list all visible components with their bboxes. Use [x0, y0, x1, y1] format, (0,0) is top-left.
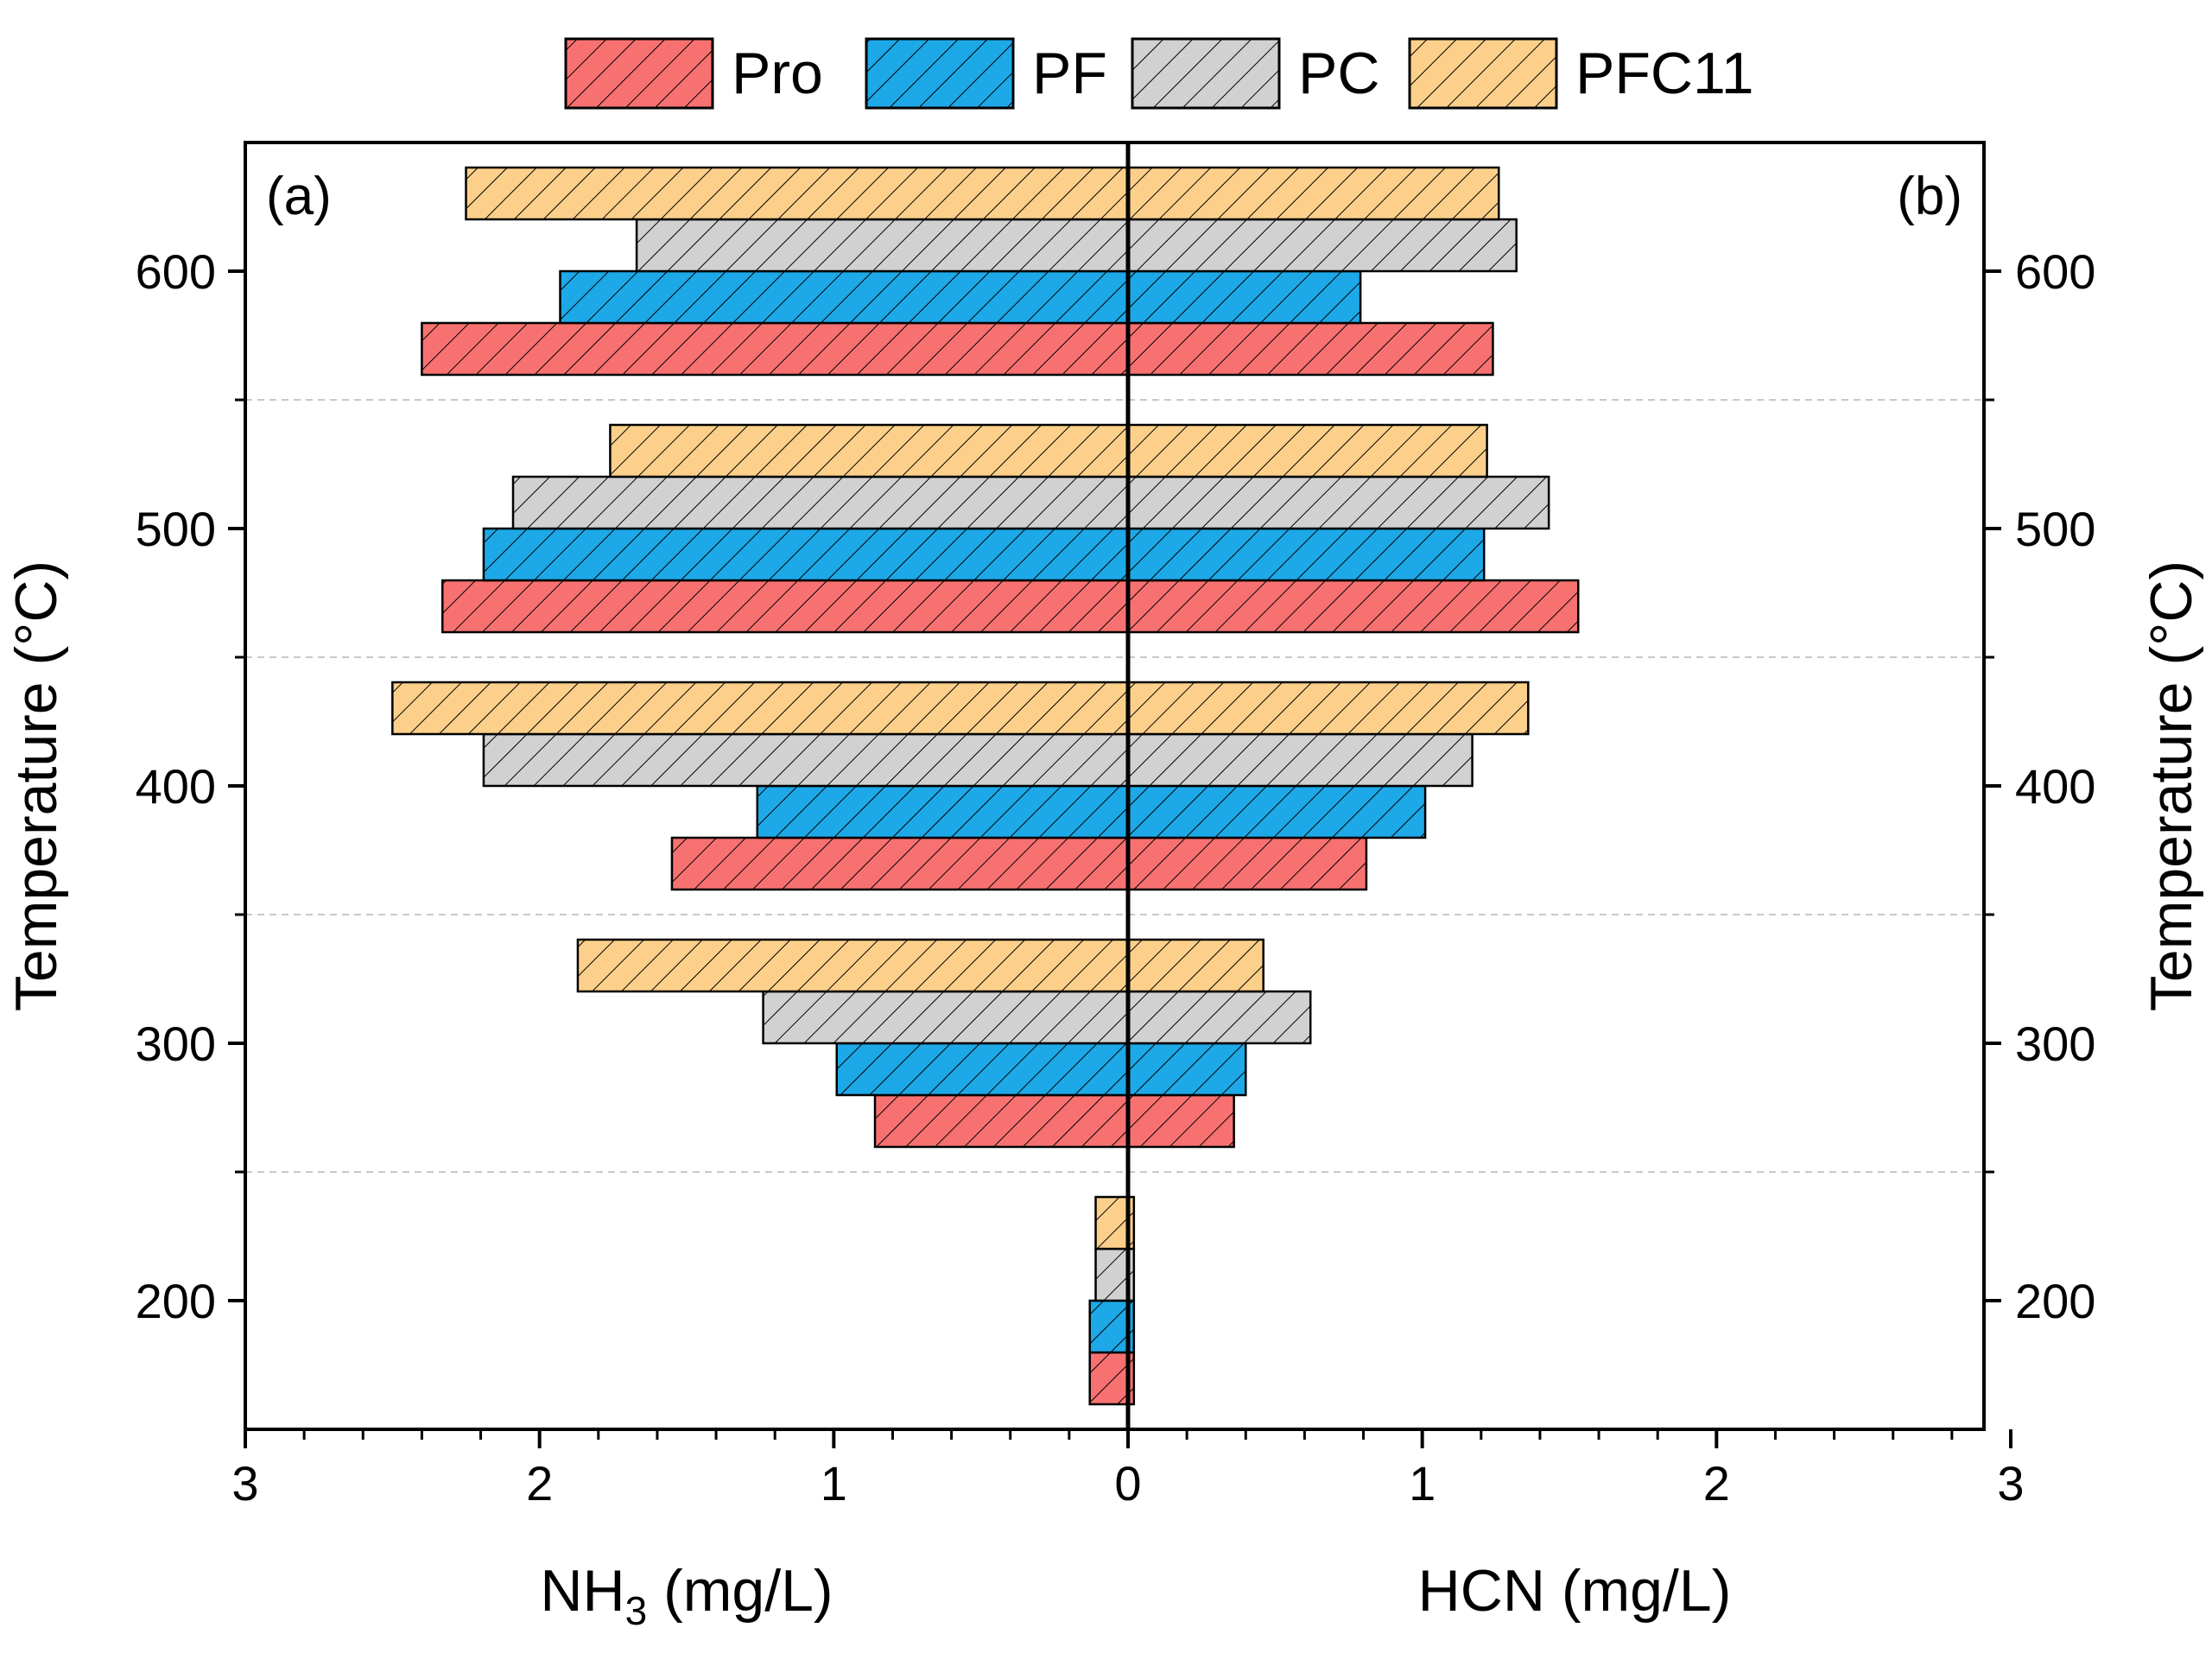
bar-nh3-pro-200	[1088, 1351, 1130, 1406]
x-tick-label-hcn: 1	[1409, 1456, 1436, 1510]
panel-label-b: (b)	[1897, 167, 1962, 226]
bars	[391, 166, 1580, 1406]
y-tick-label-left: 600	[136, 244, 216, 299]
bar-hcn-pf-400	[1126, 784, 1427, 839]
bar-hcn-pc-500	[1126, 475, 1550, 530]
y-tick-label-right: 600	[2015, 244, 2095, 299]
bar-hcn-pf-500	[1126, 527, 1486, 582]
y-tick-label-left: 400	[136, 759, 216, 814]
bar-hcn-pc-400	[1126, 732, 1474, 788]
x-tick-label-nh3: 2	[526, 1456, 553, 1510]
x-tick-label-hcn: 3	[1997, 1456, 2024, 1510]
bar-nh3-pfc11-200	[1094, 1195, 1130, 1251]
x-tick-label-nh3: 1	[821, 1456, 847, 1510]
y-tick-label-left: 500	[136, 502, 216, 556]
nh3-label-unit: (mg/L)	[647, 1558, 833, 1624]
legend-swatch-pf	[865, 37, 1015, 110]
x-axis-label-nh3: NH3 (mg/L)	[540, 1558, 833, 1633]
bar-nh3-pfc11-300	[576, 938, 1130, 993]
bar-hcn-pro-300	[1126, 1093, 1235, 1149]
nh3-label-main: NH	[540, 1558, 624, 1624]
legend-label-pc: PC	[1298, 41, 1379, 106]
nh3-label-sub: 3	[625, 1588, 648, 1633]
ticks: 200 200 300 300 400 400 500 500 600 600 3 2 1 0 1 2 3	[136, 244, 2096, 1510]
bar-nh3-pro-300	[873, 1093, 1130, 1149]
bar-hcn-pro-600	[1126, 321, 1494, 377]
left-y-axis-label: Temperature (°C)	[3, 560, 69, 1011]
bar-nh3-pf-600	[559, 269, 1130, 325]
bar-nh3-pc-500	[511, 475, 1130, 530]
bar-nh3-pf-500	[482, 527, 1130, 582]
y-tick-label-right: 400	[2015, 759, 2095, 814]
bar-nh3-pf-300	[835, 1042, 1130, 1097]
bar-nh3-pc-300	[762, 990, 1130, 1045]
bar-hcn-pro-500	[1126, 579, 1580, 634]
y-tick-label-right: 500	[2015, 502, 2095, 556]
bar-nh3-pf-400	[756, 784, 1130, 839]
bar-nh3-pc-400	[482, 732, 1130, 788]
legend-swatch-pfc11	[1408, 37, 1558, 110]
legend-label-pro: Pro	[732, 41, 823, 106]
legend-label-pfc11: PFC11	[1575, 41, 1754, 106]
bar-hcn-pfc11-300	[1126, 938, 1264, 993]
bar-nh3-pro-400	[670, 836, 1130, 891]
bar-nh3-pro-500	[440, 579, 1130, 634]
bar-nh3-pc-600	[635, 218, 1130, 273]
y-tick-label-left: 300	[136, 1016, 216, 1071]
bar-nh3-pfc11-500	[609, 423, 1130, 478]
bar-hcn-pfc11-600	[1126, 166, 1500, 221]
bar-hcn-pfc11-500	[1126, 423, 1488, 478]
x-tick-label-hcn: 2	[1703, 1456, 1730, 1510]
bar-nh3-pc-200	[1094, 1247, 1130, 1302]
legend-swatch-pc	[1131, 37, 1281, 110]
bar-hcn-pro-400	[1126, 836, 1368, 891]
bar-hcn-pf-300	[1126, 1042, 1247, 1097]
bar-hcn-pf-600	[1126, 269, 1362, 325]
bar-hcn-pc-300	[1126, 990, 1312, 1045]
bar-hcn-pfc11-400	[1126, 681, 1530, 736]
legend-swatch-pro	[564, 37, 714, 110]
x-tick-label-nh3: 0	[1114, 1456, 1141, 1510]
legend: Pro PF PC PFC11	[564, 37, 1754, 110]
bar-hcn-pc-600	[1126, 218, 1518, 273]
bar-nh3-pfc11-400	[391, 681, 1130, 736]
legend-label-pf: PF	[1032, 41, 1107, 106]
y-tick-label-right: 300	[2015, 1016, 2095, 1071]
right-y-axis-label: Temperature (°C)	[2139, 560, 2204, 1011]
bar-nh3-pf-200	[1088, 1299, 1130, 1354]
x-axis-label-hcn: HCN (mg/L)	[1418, 1558, 1732, 1624]
y-tick-label-left: 200	[136, 1274, 216, 1328]
bar-nh3-pfc11-600	[465, 166, 1130, 221]
bar-nh3-pro-600	[421, 321, 1130, 377]
panel-label-a: (a)	[266, 167, 332, 226]
y-tick-label-right: 200	[2015, 1274, 2095, 1328]
x-tick-label-nh3: 3	[231, 1456, 258, 1510]
